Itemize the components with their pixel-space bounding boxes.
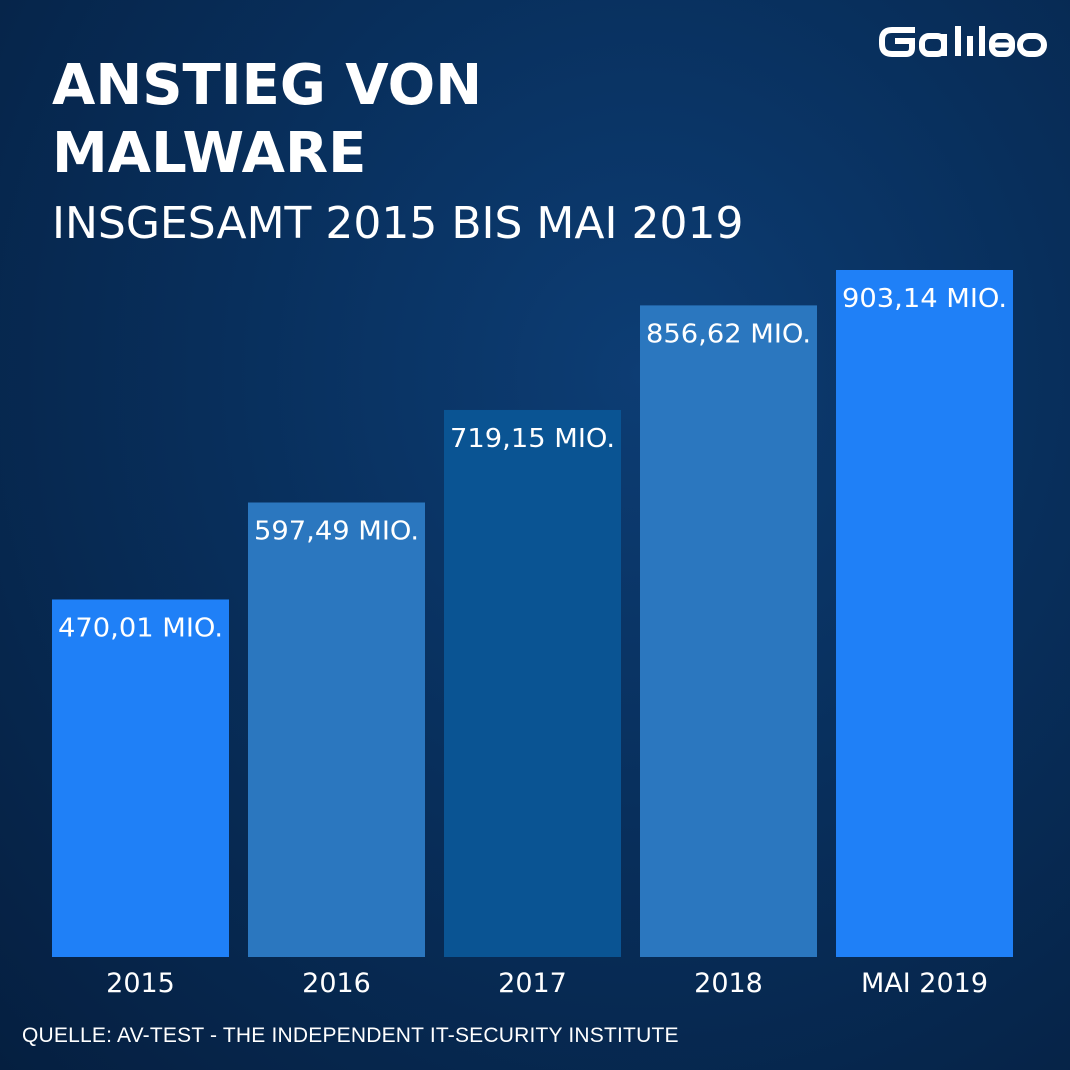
source-note: QUELLE: AV-TEST - THE INDEPENDENT IT-SEC… (22, 1024, 679, 1047)
x-tick-label-2: 2017 (498, 968, 567, 999)
bar-0 (52, 599, 229, 957)
data-label-1: 597,49 MIO. (254, 517, 419, 547)
x-tick-label-4: MAI 2019 (861, 968, 988, 999)
x-tick-label-1: 2016 (302, 968, 371, 999)
data-label-0: 470,01 MIO. (58, 613, 223, 643)
data-label-4: 903,14 MIO. (842, 284, 1007, 314)
data-label-2: 719,15 MIO. (450, 424, 615, 454)
bar-2 (444, 409, 621, 957)
chart-title: ANSTIEG VON MALWARE (52, 53, 483, 186)
galileo-logo-icon (879, 26, 1047, 57)
x-tick-label-0: 2015 (106, 968, 175, 999)
bar-1 (248, 502, 425, 957)
bar-3 (640, 305, 817, 957)
bar-4 (836, 270, 1013, 957)
chart-subtitle: INSGESAMT 2015 BIS MAI 2019 (52, 198, 744, 249)
x-tick-label-3: 2018 (694, 968, 763, 999)
galileo-logo (878, 22, 1048, 66)
data-label-3: 856,62 MIO. (646, 319, 811, 349)
